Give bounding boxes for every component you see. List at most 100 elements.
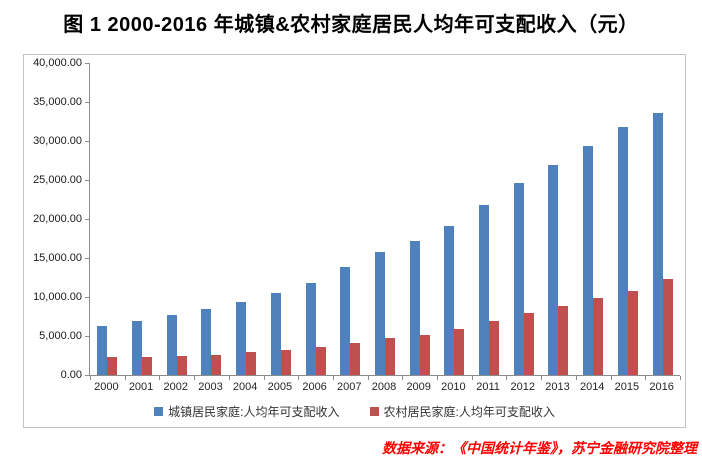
x-tick-label: 2008: [371, 381, 397, 393]
x-tick-label: 2002: [163, 381, 188, 393]
bar-group-2015: [611, 63, 646, 375]
x-tick-mark: [575, 376, 577, 380]
x-tick-label: 2003: [198, 381, 223, 393]
x-tick-label: 2012: [510, 381, 536, 393]
bar-rural-2014: [593, 298, 604, 375]
bar-group-2003: [194, 63, 229, 375]
x-tick-mark: [263, 376, 265, 380]
legend-marker-urban-icon: [154, 407, 164, 416]
x-tick-label: 2015: [614, 381, 640, 393]
y-axis-labels: 40,000.00 35,000.00 30,000.00 25,000.00 20,0…: [24, 57, 82, 381]
bar-urban-2015: [617, 127, 628, 375]
bar-group-2013: [541, 63, 576, 375]
bar-group-2011: [472, 63, 507, 375]
x-tick-mark: [194, 376, 196, 380]
x-tick-label: 2014: [579, 381, 605, 393]
bar-rural-2015: [627, 291, 638, 375]
y-tick-label: 35,000.00: [33, 96, 82, 108]
bar-urban-2008: [374, 252, 385, 375]
bar-group-2009: [402, 63, 437, 375]
bar-urban-2004: [236, 302, 247, 375]
y-tick-mark: [85, 375, 89, 376]
y-tick-label: 10,000.00: [33, 291, 82, 303]
x-tick-mark: [610, 376, 612, 380]
x-tick-label: 2007: [337, 381, 362, 393]
y-tick-label: 40,000.00: [33, 57, 82, 69]
y-tick-mark: [85, 102, 89, 103]
bar-urban-2005: [270, 293, 281, 375]
y-tick-mark: [85, 258, 89, 259]
y-tick-mark: [85, 141, 89, 142]
bar-group-2007: [333, 63, 368, 375]
chart-frame: 40,000.00 35,000.00 30,000.00 25,000.00 20,0…: [23, 54, 686, 428]
bar-urban-2009: [409, 241, 420, 375]
bar-urban-2010: [444, 226, 455, 375]
bar-rural-2009: [419, 335, 430, 375]
x-tick-label: 2016: [649, 381, 674, 393]
bar-rural-2013: [558, 306, 569, 375]
bar-rural-2004: [246, 352, 257, 375]
bar-urban-2013: [548, 165, 559, 375]
bar-group-2004: [229, 63, 264, 375]
x-tick-label: 2010: [441, 381, 466, 393]
bar-group-2005: [264, 63, 299, 375]
bar-group-2002: [159, 63, 194, 375]
bar-groups: [90, 63, 680, 375]
plot-area: [85, 63, 681, 380]
bar-rural-2001: [142, 357, 153, 375]
x-tick-mark: [159, 376, 161, 380]
bar-rural-2000: [107, 357, 118, 375]
x-tick-mark: [506, 376, 508, 380]
bar-group-2016: [645, 63, 680, 375]
x-axis-labels: 2000 2001 2002 2003 2004 2005 2006 2007 2008 2009…: [89, 381, 679, 393]
y-tick-mark: [85, 63, 89, 64]
legend-item-urban: 城镇居民家庭:人均年可支配收入: [154, 403, 340, 420]
x-tick-label: 2005: [267, 381, 293, 393]
y-tick-mark: [85, 180, 89, 181]
x-tick-mark: [437, 376, 439, 380]
bar-group-2012: [506, 63, 541, 375]
x-tick-label: 2006: [302, 381, 327, 393]
x-tick-label: 2011: [476, 381, 500, 393]
x-tick-mark: [402, 376, 404, 380]
legend-label-rural: 农村居民家庭:人均年可支配收入: [383, 405, 555, 419]
bar-rural-2003: [211, 355, 222, 375]
bar-rural-2012: [523, 313, 534, 375]
x-tick-mark: [90, 376, 91, 380]
x-tick-label: 2004: [232, 381, 258, 393]
y-tick-label: 30,000.00: [33, 135, 82, 147]
bar-urban-2012: [513, 183, 524, 375]
bar-urban-2002: [166, 315, 177, 375]
legend: 城镇居民家庭:人均年可支配收入 农村居民家庭:人均年可支配收入: [24, 403, 685, 420]
bar-urban-2000: [97, 326, 108, 375]
x-tick-label: 2000: [94, 381, 119, 393]
x-tick-mark: [367, 376, 369, 380]
y-tick-mark: [85, 297, 89, 298]
x-tick-mark: [124, 376, 126, 380]
bar-rural-2005: [280, 350, 291, 375]
x-tick-label: 2001: [128, 381, 154, 393]
y-tick-label: 25,000.00: [33, 174, 82, 186]
x-tick-label: 2013: [545, 381, 570, 393]
bar-group-2006: [298, 63, 333, 375]
x-tick-mark: [298, 376, 300, 380]
bar-urban-2016: [652, 113, 663, 375]
x-tick-mark: [680, 376, 681, 380]
bar-group-2001: [125, 63, 160, 375]
legend-item-rural: 农村居民家庭:人均年可支配收入: [369, 403, 555, 420]
y-tick-label: 15,000.00: [33, 252, 82, 264]
bar-urban-2006: [305, 283, 316, 375]
bar-urban-2014: [583, 146, 594, 375]
x-tick-mark: [228, 376, 230, 380]
y-tick-label: 0.00: [60, 369, 82, 381]
y-tick-mark: [85, 219, 89, 220]
bar-rural-2002: [176, 356, 187, 375]
bar-group-2014: [576, 63, 611, 375]
y-tick-label: 5,000.00: [39, 330, 82, 342]
legend-label-urban: 城镇居民家庭:人均年可支配收入: [168, 405, 340, 419]
bar-urban-2007: [340, 267, 351, 375]
legend-marker-rural-icon: [369, 407, 379, 416]
bar-urban-2003: [201, 309, 212, 375]
bar-rural-2007: [350, 343, 361, 375]
